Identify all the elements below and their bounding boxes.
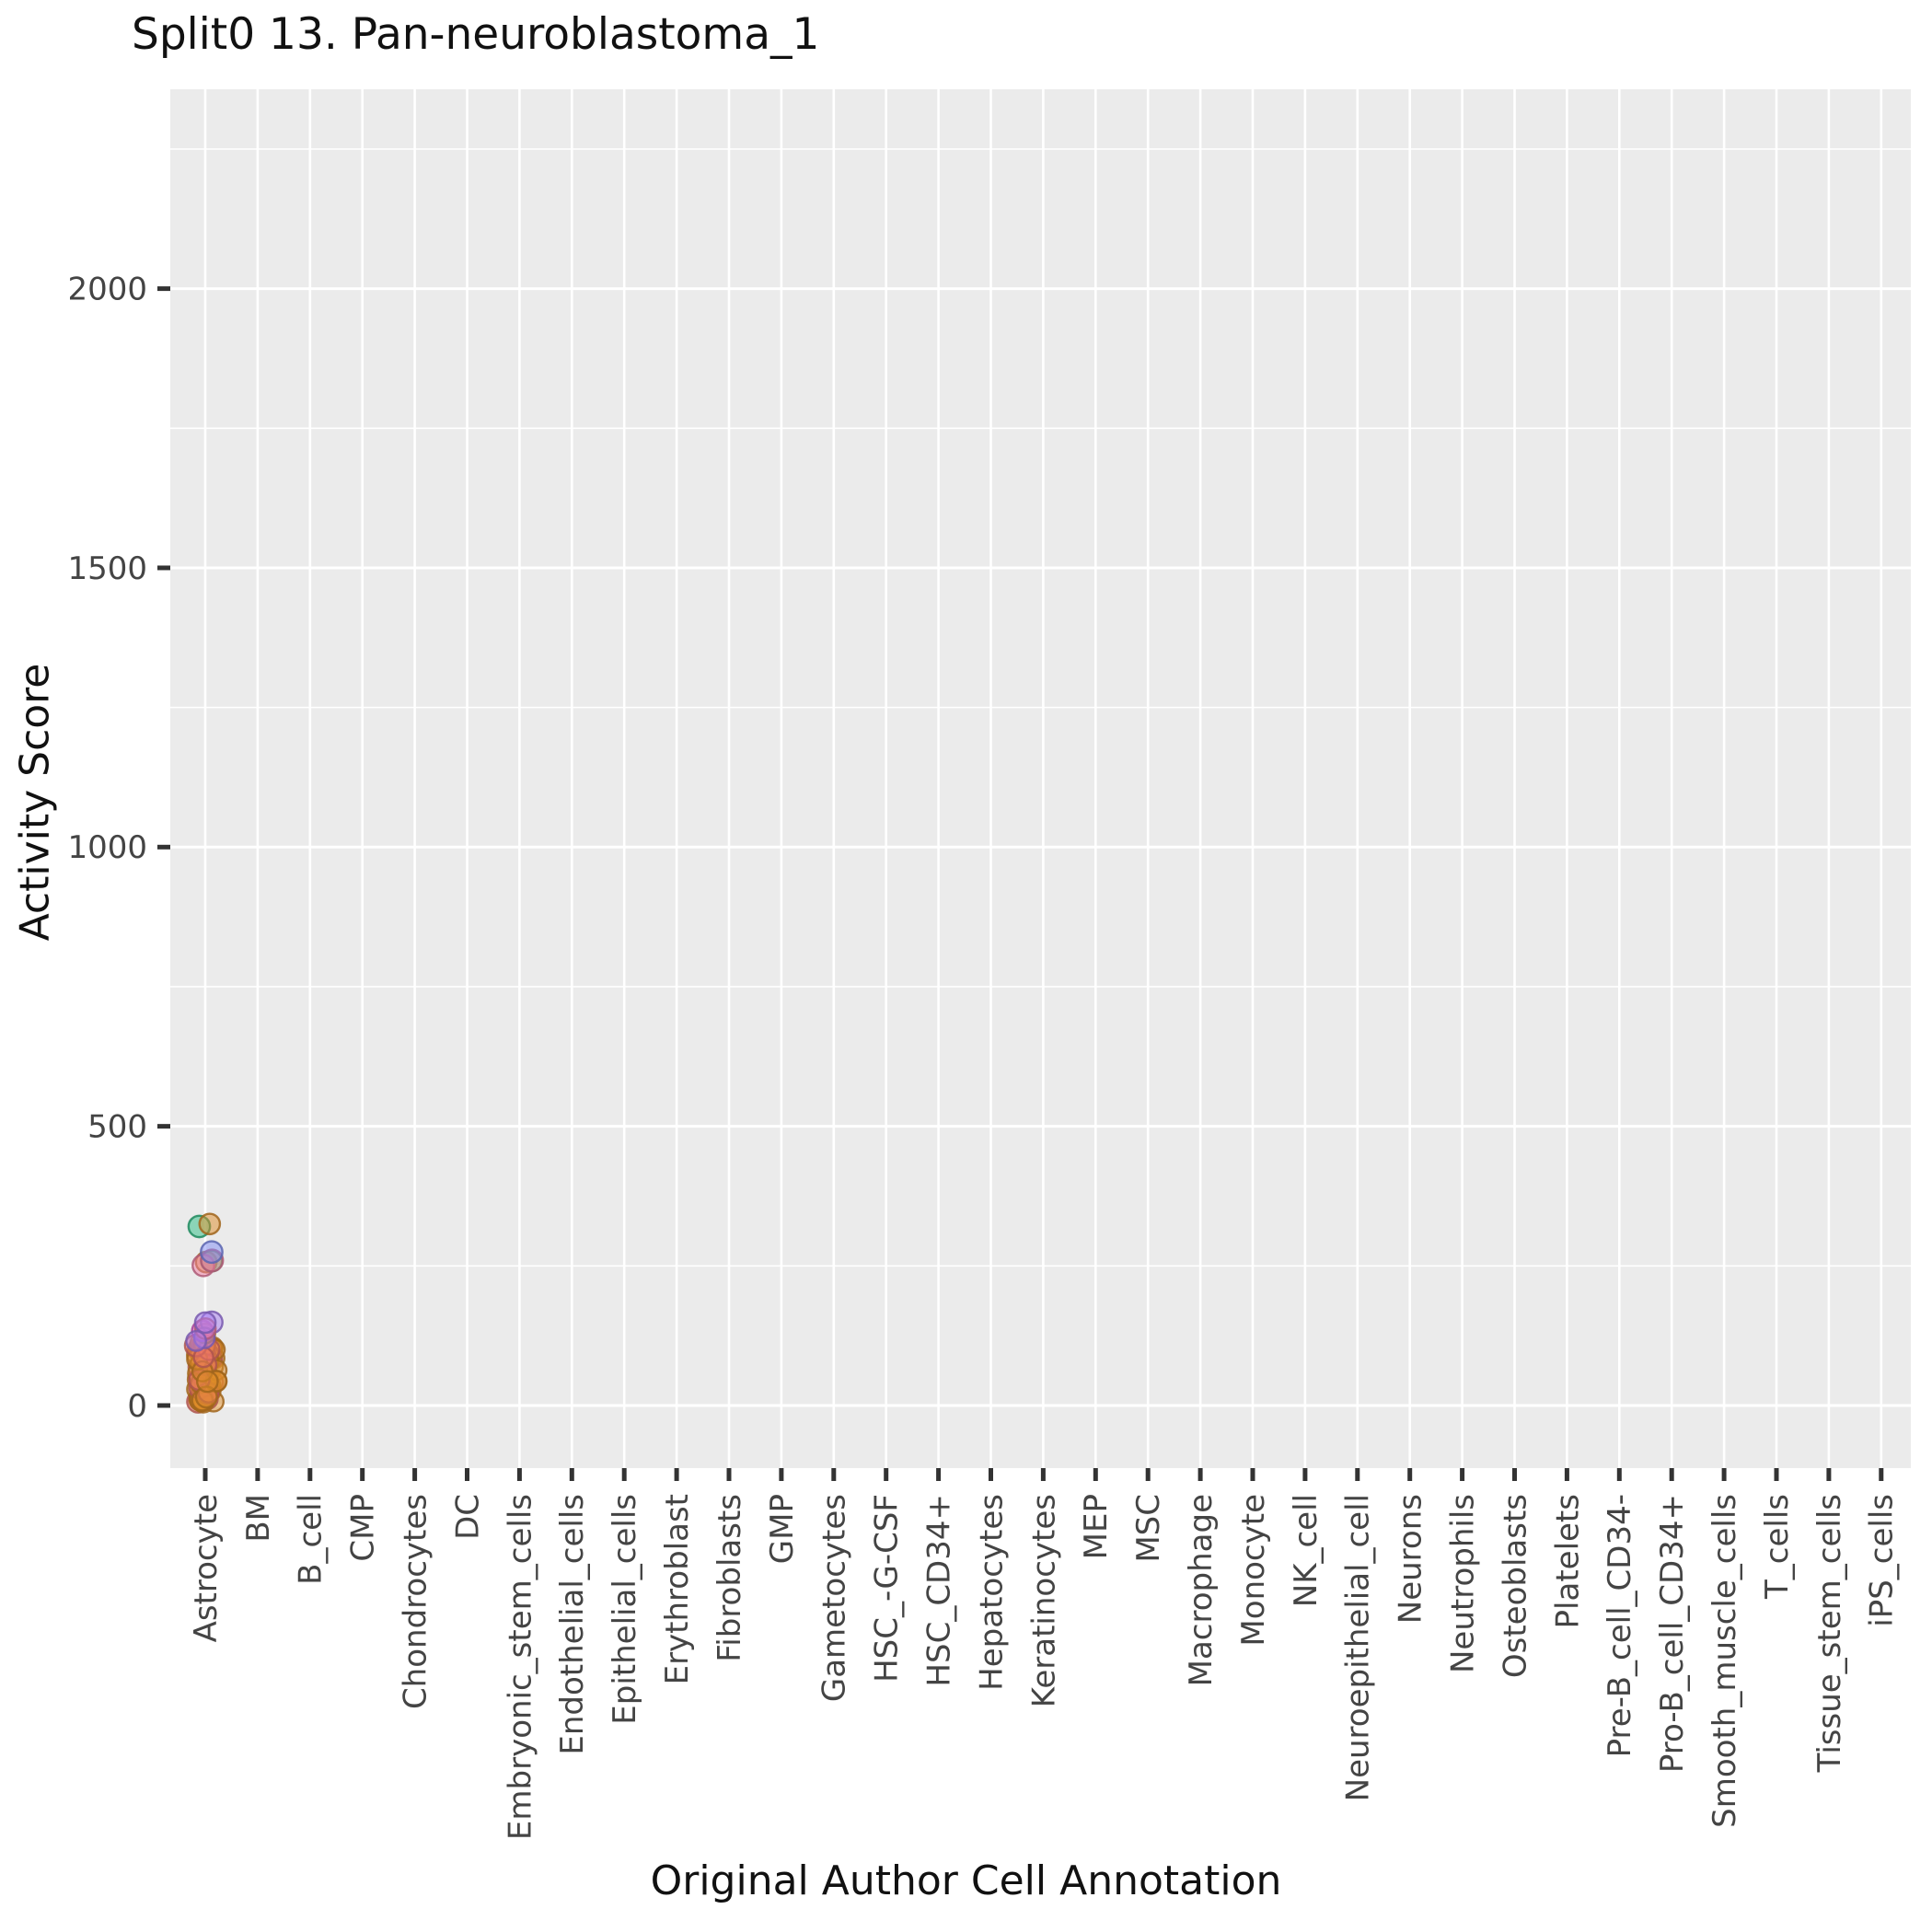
y-tick-label: 0	[127, 1388, 147, 1425]
x-tick-label: Monocyte	[1235, 1494, 1272, 1647]
x-axis-title: Original Author Cell Annotation	[650, 1857, 1282, 1904]
y-tick-label: 1500	[67, 550, 147, 587]
x-tick-label: Macrophage	[1183, 1494, 1220, 1686]
x-tick-label: Epithelial_cells	[607, 1494, 643, 1725]
x-tick-label: Gametocytes	[816, 1494, 853, 1702]
x-tick-label: HSC_-G-CSF	[869, 1494, 906, 1683]
x-tick-label: DC	[449, 1494, 486, 1540]
x-tick-label: HSC_CD34+	[921, 1494, 958, 1687]
x-tick-label: CMP	[345, 1494, 382, 1562]
x-tick-label: MEP	[1078, 1494, 1115, 1559]
data-point	[200, 1240, 224, 1265]
x-tick-label: Astrocyte	[188, 1494, 225, 1642]
x-tick-label: T_cells	[1759, 1494, 1796, 1600]
x-tick-label: MSC	[1130, 1494, 1167, 1563]
data-point	[185, 1329, 208, 1352]
x-tick-label: GMP	[764, 1494, 801, 1564]
x-tick-label: Keratinocytes	[1025, 1494, 1062, 1707]
x-tick-label: Tissue_stem_cells	[1811, 1494, 1848, 1773]
x-tick-label: B_cell	[293, 1494, 330, 1585]
x-tick-label: Smooth_muscle_cells	[1706, 1494, 1743, 1828]
x-tick-label: Neurons	[1393, 1494, 1429, 1624]
y-tick-label: 500	[87, 1109, 147, 1146]
x-tick-label: Pre-B_cell_CD34-	[1602, 1494, 1638, 1757]
x-tick-label: Fibroblasts	[711, 1494, 748, 1662]
x-tick-label: BM	[240, 1494, 277, 1543]
x-tick-label: Erythroblast	[659, 1494, 696, 1684]
data-point	[198, 1212, 222, 1236]
y-tick-label: 1000	[67, 829, 147, 866]
x-tick-label: Osteoblasts	[1497, 1494, 1533, 1678]
plot-panel	[170, 89, 1911, 1468]
x-tick-label: Neuroepithelial_cell	[1340, 1494, 1377, 1801]
x-tick-label: Embryonic_stem_cells	[502, 1494, 538, 1840]
x-tick-label: Hepatocytes	[973, 1494, 1010, 1691]
x-tick-label: Platelets	[1549, 1494, 1586, 1628]
plot-title: Split0 13. Pan-neuroblastoma_1	[132, 9, 820, 60]
x-tick-label: iPS_cells	[1864, 1494, 1901, 1627]
data-point	[193, 1311, 217, 1335]
y-tick-label: 2000	[67, 272, 147, 308]
y-axis-title: Activity Score	[11, 663, 59, 942]
x-tick-label: Chondrocytes	[398, 1494, 434, 1709]
x-tick-label: Pro-B_cell_CD34+	[1654, 1494, 1691, 1773]
data-point	[195, 1370, 219, 1394]
x-tick-label: Neutrophils	[1445, 1494, 1482, 1673]
x-tick-label: Endothelial_cells	[554, 1494, 591, 1755]
x-tick-label: NK_cell	[1288, 1494, 1325, 1607]
